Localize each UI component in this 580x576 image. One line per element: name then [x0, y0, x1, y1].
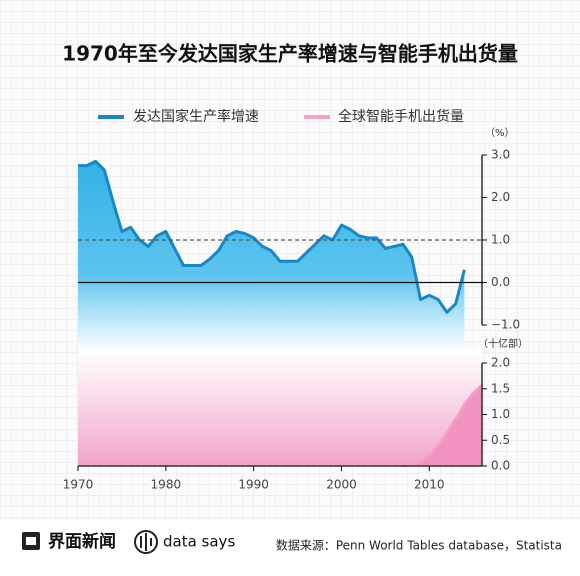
y-tick-label: −1.0	[491, 318, 520, 332]
tag: data says	[163, 533, 235, 551]
area	[78, 161, 465, 352]
brand-icon	[26, 537, 36, 545]
x-tick-label: 1990	[238, 478, 269, 492]
legend-label: 全球智能手机出货量	[338, 108, 464, 125]
x-tick-label: 1970	[63, 478, 94, 492]
y-tick-label: 0.0	[491, 459, 510, 473]
y-tick-label: 1.0	[491, 233, 510, 247]
unit-label: （%）	[485, 127, 515, 139]
legend-label: 发达国家生产率增速	[133, 108, 259, 125]
y-tick-label: 2.0	[491, 356, 510, 370]
x-tick-label: 2000	[326, 478, 357, 492]
tag-icon	[140, 533, 152, 551]
source: 数据来源：Penn World Tables database，Statista	[276, 538, 562, 553]
series-line	[402, 384, 483, 468]
panel-background	[78, 350, 482, 466]
y-tick-label: 0.5	[491, 433, 510, 447]
series-line	[78, 159, 466, 314]
y-tick-label: 0.0	[491, 275, 510, 289]
brand: 界面新闻	[48, 531, 116, 552]
chart-title: 1970年至今发达国家生产率增速与智能手机出货量	[62, 42, 518, 66]
x-tick-label: 1980	[151, 478, 182, 492]
y-tick-label: 2.0	[491, 190, 510, 204]
y-tick-label: 1.0	[491, 407, 510, 421]
y-tick-label: 3.0	[491, 148, 510, 162]
area	[403, 385, 482, 466]
y-tick-label: 1.5	[491, 381, 510, 395]
x-tick-label: 2010	[414, 478, 445, 492]
unit-label: （十亿部）	[478, 337, 528, 350]
tag-icon	[134, 530, 158, 554]
footer-band	[0, 520, 580, 576]
